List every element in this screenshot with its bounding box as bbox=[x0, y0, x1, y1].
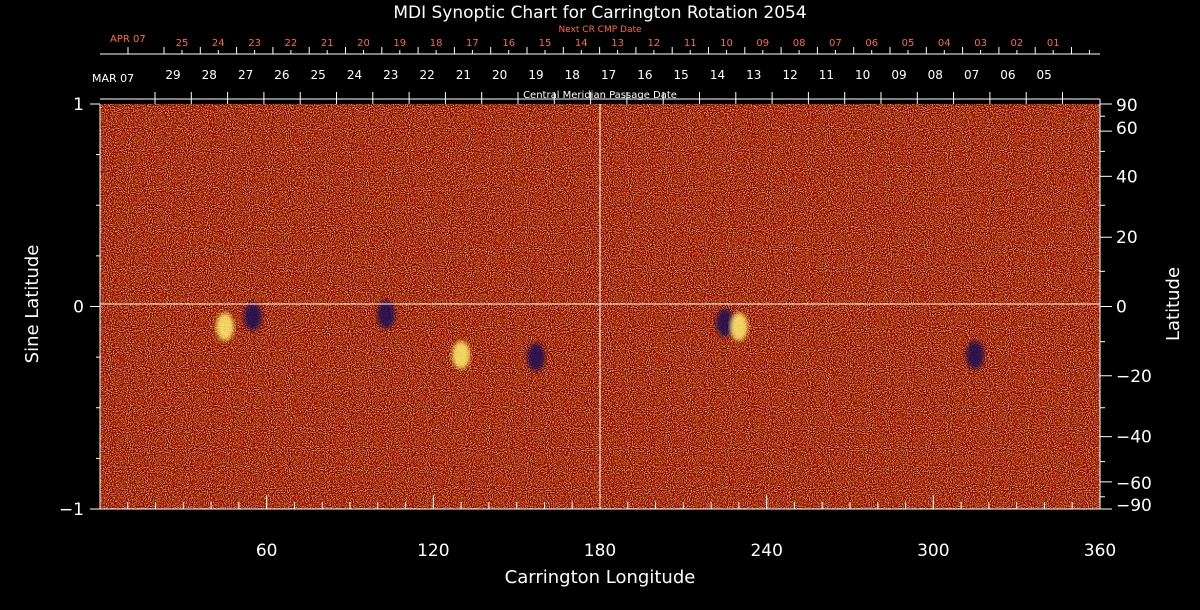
cmp-date-label: 16 bbox=[637, 68, 652, 82]
active-region-5 bbox=[527, 343, 546, 372]
active-region-1 bbox=[216, 312, 234, 341]
y-axis-label-right: Latitude bbox=[1163, 267, 1184, 341]
next-cr-date-label: 14 bbox=[575, 38, 588, 49]
axes-ticks: 60 120 180 240 300 36010−1906040200−20−40−60−… bbox=[59, 38, 1152, 561]
next-cr-date-label: 15 bbox=[539, 38, 552, 49]
cmp-date-label: 09 bbox=[891, 68, 906, 82]
y-right-tick-label: 60 bbox=[1116, 119, 1138, 139]
active-regions bbox=[216, 300, 984, 372]
active-region-4 bbox=[452, 341, 471, 370]
next-cr-date-label: 19 bbox=[393, 38, 406, 49]
cmp-axis-label: Central Meridian Passage Date bbox=[523, 90, 677, 101]
active-region-3 bbox=[377, 300, 396, 329]
next-cr-date-label: 21 bbox=[321, 38, 334, 49]
cmp-date-label: 23 bbox=[383, 68, 398, 82]
cmp-date-label: 18 bbox=[565, 68, 580, 82]
cmp-date-label: 20 bbox=[492, 68, 507, 82]
cmp-date-label: 12 bbox=[782, 68, 797, 82]
cmp-date-label: 06 bbox=[1000, 68, 1015, 82]
next-cr-date-label: 04 bbox=[938, 38, 951, 49]
cmp-date-label: 28 bbox=[202, 68, 217, 82]
next-cr-date-label: 11 bbox=[684, 38, 697, 49]
cmp-date-label: 24 bbox=[347, 68, 362, 82]
x-axis-label: Carrington Longitude bbox=[505, 567, 696, 588]
y-left-tick-label: −1 bbox=[59, 500, 84, 520]
next-cr-date-label: 01 bbox=[1047, 38, 1060, 49]
y-axis-label-left: Sine Latitude bbox=[22, 245, 43, 364]
next-cr-date-label: 23 bbox=[248, 38, 261, 49]
active-region-8 bbox=[966, 341, 984, 370]
cmp-date-label: 26 bbox=[274, 68, 289, 82]
cmp-date-label: 07 bbox=[964, 68, 979, 82]
next-cr-date-label: 22 bbox=[285, 38, 298, 49]
next-cr-date-label: 02 bbox=[1011, 38, 1024, 49]
y-right-tick-label: 90 bbox=[1116, 96, 1138, 116]
next-cr-date-label: 16 bbox=[502, 38, 515, 49]
cmp-month: MAR 07 bbox=[92, 72, 134, 85]
x-tick-label-180: 180 bbox=[584, 541, 616, 561]
cmp-date-label: 10 bbox=[855, 68, 870, 82]
y-left-tick-label: 1 bbox=[73, 95, 84, 115]
y-right-tick-label: 0 bbox=[1116, 298, 1127, 318]
next-cr-date-label: 24 bbox=[212, 38, 225, 49]
x-tick-label-240: 240 bbox=[750, 541, 782, 561]
y-left-tick-label: 0 bbox=[73, 298, 84, 318]
next-cr-date-label: 13 bbox=[611, 38, 624, 49]
next-cr-date-label: 20 bbox=[357, 38, 370, 49]
cmp-date-label: 17 bbox=[601, 68, 616, 82]
active-region-2 bbox=[243, 302, 262, 331]
next-cr-label: Next CR CMP Date bbox=[558, 25, 642, 35]
active-region-6 bbox=[716, 308, 734, 337]
next-cr-date-label: 05 bbox=[902, 38, 915, 49]
x-tick-label-360: 360 bbox=[1084, 541, 1116, 561]
next-cr-date-label: 25 bbox=[176, 38, 189, 49]
y-right-tick-label: −90 bbox=[1116, 496, 1152, 516]
y-right-tick-label: −60 bbox=[1116, 474, 1152, 494]
cmp-date-label: 19 bbox=[528, 68, 543, 82]
next-cr-date-label: 07 bbox=[829, 38, 842, 49]
x-tick-label-60: 60 bbox=[256, 541, 278, 561]
cmp-date-label: 08 bbox=[928, 68, 943, 82]
next-cr-date-label: 09 bbox=[756, 38, 769, 49]
chart-title: MDI Synoptic Chart for Carrington Rotati… bbox=[393, 3, 806, 23]
next-cr-date-label: 08 bbox=[793, 38, 806, 49]
next-cr-date-label: 03 bbox=[974, 38, 987, 49]
x-tick-label-300: 300 bbox=[917, 541, 949, 561]
y-right-tick-label: −20 bbox=[1116, 367, 1152, 387]
next-cr-date-label: 06 bbox=[865, 38, 878, 49]
cmp-date-label: 14 bbox=[710, 68, 725, 82]
y-right-tick-label: 40 bbox=[1116, 167, 1138, 187]
y-right-tick-label: 20 bbox=[1116, 228, 1138, 248]
y-right-tick-label: −40 bbox=[1116, 428, 1152, 448]
next-cr-date-label: 12 bbox=[648, 38, 661, 49]
active-region-7 bbox=[729, 312, 748, 341]
cmp-date-label: 22 bbox=[419, 68, 434, 82]
cmp-date-label: 21 bbox=[456, 68, 471, 82]
cmp-date-label: 29 bbox=[165, 68, 180, 82]
cmp-date-label: 15 bbox=[674, 68, 689, 82]
cmp-date-label: 27 bbox=[238, 68, 253, 82]
cmp-date-label: 05 bbox=[1037, 68, 1052, 82]
next-cr-date-label: 18 bbox=[430, 38, 443, 49]
next-cr-date-label: 17 bbox=[466, 38, 479, 49]
cmp-date-label: 25 bbox=[311, 68, 326, 82]
x-tick-label-120: 120 bbox=[417, 541, 449, 561]
cmp-date-label: 11 bbox=[819, 68, 834, 82]
next-cr-month: APR 07 bbox=[110, 34, 146, 45]
cmp-date-label: 13 bbox=[746, 68, 761, 82]
next-cr-date-label: 10 bbox=[720, 38, 733, 49]
